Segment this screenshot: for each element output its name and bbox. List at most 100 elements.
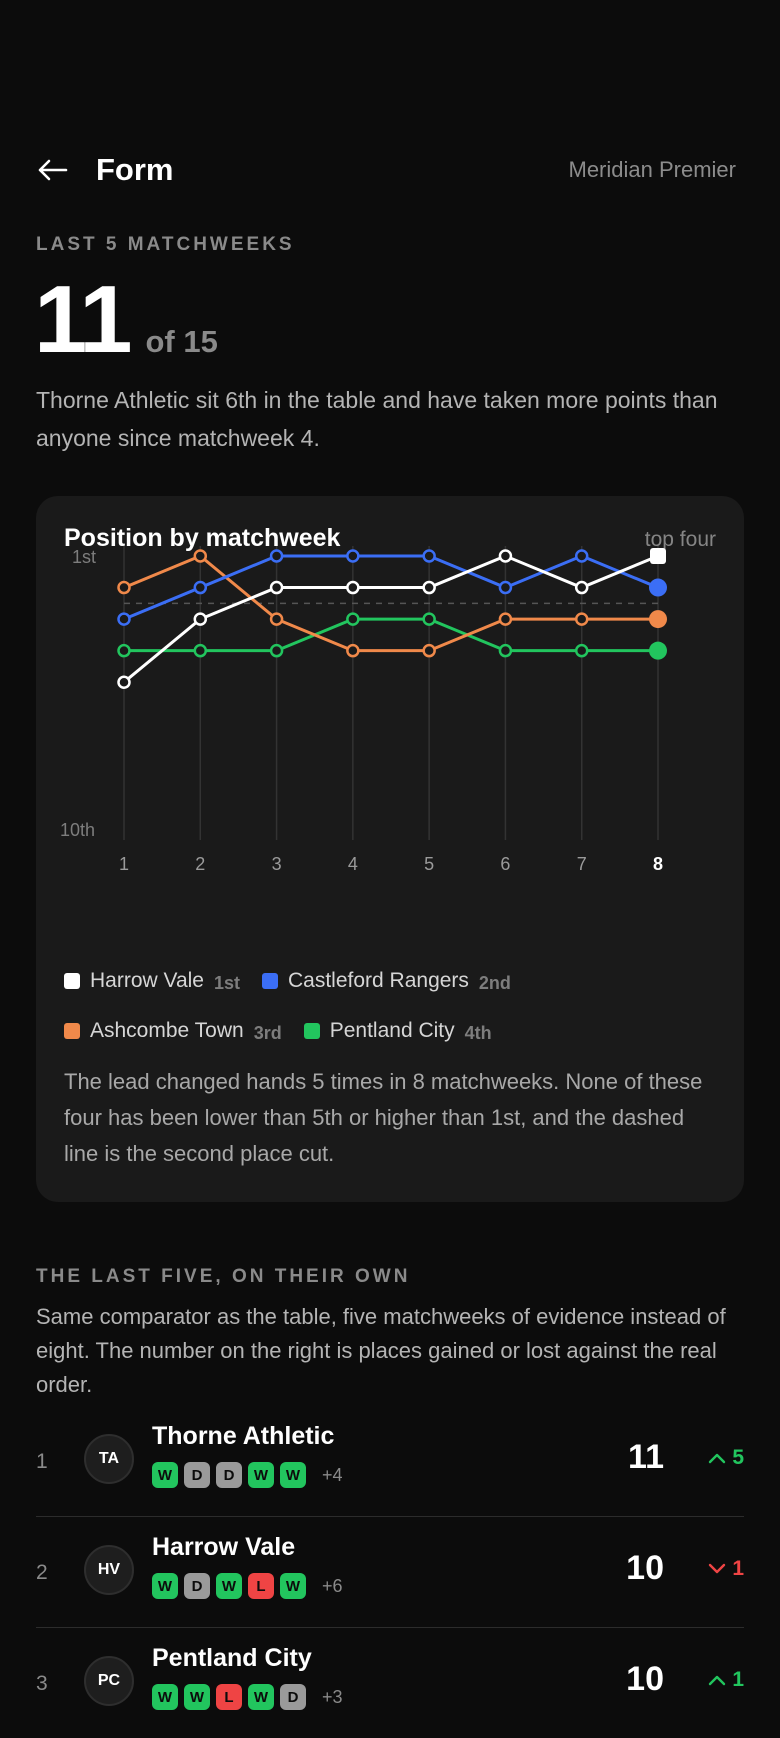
data-point xyxy=(193,643,208,658)
back-button[interactable] xyxy=(36,150,76,190)
series-end-marker xyxy=(650,548,666,564)
series-line xyxy=(123,554,659,684)
chart-note: The lead changed hands 5 times in 8 matc… xyxy=(64,1069,703,1166)
result-chip: W xyxy=(280,1573,306,1599)
legend-swatch xyxy=(64,1023,80,1039)
legend-team-name: Harrow Vale xyxy=(90,969,204,992)
section-eyebrow: THE LAST FIVE, ON THEIR OWN xyxy=(36,1266,411,1287)
data-point xyxy=(269,643,284,658)
legend-swatch xyxy=(303,1023,320,1039)
team-name: Harrow Vale xyxy=(152,1533,296,1561)
result-chip: W xyxy=(152,1462,178,1488)
data-point xyxy=(193,549,208,563)
row-position: 3 xyxy=(36,1672,48,1695)
table-row[interactable]: 2 HV Harrow Vale W D W L W +6 10 1 xyxy=(36,1517,744,1628)
legend-item[interactable]: Pentland City 4th xyxy=(303,1019,492,1044)
team-name: Thorne Athletic xyxy=(152,1422,335,1450)
legend-team-name: Castleford Rangers xyxy=(288,969,469,992)
places-change-value: 1 xyxy=(732,1668,744,1691)
position-chart-card: Position by matchweek top four 1st 10th 1 2… xyxy=(36,496,744,1202)
x-tick-label: 2 xyxy=(195,854,205,874)
data-point xyxy=(498,612,513,626)
hero-stat: 11 of 15 xyxy=(34,272,218,368)
data-point xyxy=(498,643,513,658)
y-tick-label: 10th xyxy=(60,820,95,840)
section-description: Same comparator as the table, five match… xyxy=(36,1304,726,1397)
team-badge: HV xyxy=(84,1545,134,1595)
position-chart: 1st 10th 1 2 3 4 5 6 7 8 xyxy=(60,546,667,874)
data-point xyxy=(574,549,589,563)
form-guide: W D D W W +4 xyxy=(152,1462,343,1488)
table-row[interactable]: 3 PC Pentland City W W L W D +3 10 1 xyxy=(36,1628,744,1738)
places-change: 1 xyxy=(708,1557,744,1581)
team-name: Pentland City xyxy=(152,1644,312,1672)
hero-eyebrow: LAST 5 MATCHWEEKS xyxy=(36,234,295,255)
chevron-down-icon xyxy=(709,1563,726,1574)
x-tick-label: 7 xyxy=(577,854,587,874)
data-point xyxy=(346,580,360,595)
data-point xyxy=(193,580,208,595)
data-point xyxy=(269,549,284,563)
points-value: 10 xyxy=(626,1660,664,1698)
form-guide: W D W L W +6 xyxy=(152,1573,343,1599)
data-point xyxy=(422,580,436,595)
data-point xyxy=(498,580,513,595)
legend-row: Harrow Vale 1st Castleford Rangers 2nd xyxy=(64,956,724,1006)
series-end-marker xyxy=(649,578,667,597)
result-chip: L xyxy=(248,1573,274,1599)
chart-title: Position by matchweek xyxy=(64,524,341,552)
legend-team-rank: 1st xyxy=(213,972,240,993)
hero-value: 11 xyxy=(34,266,132,373)
data-point xyxy=(117,580,131,595)
data-point xyxy=(574,612,589,626)
legend-team-rank: 4th xyxy=(464,1022,492,1043)
goal-difference: +6 xyxy=(322,1575,343,1596)
data-point xyxy=(269,612,284,626)
league-name: Meridian Premier xyxy=(568,157,737,182)
data-point xyxy=(574,643,589,658)
app-header: Form Meridian Premier xyxy=(36,148,736,192)
series-end-marker xyxy=(649,641,667,660)
data-point xyxy=(574,580,589,595)
result-chip: D xyxy=(216,1462,242,1488)
data-point xyxy=(346,612,360,626)
data-point xyxy=(422,643,436,658)
data-point xyxy=(422,612,436,626)
legend-row: Ashcombe Town 3rd Pentland City 4th xyxy=(64,1006,724,1056)
legend-team-rank: 2nd xyxy=(478,972,511,993)
chart-legend: Harrow Vale 1st Castleford Rangers 2nd Ashco… xyxy=(64,956,724,1056)
x-tick-label: 8 xyxy=(653,854,663,874)
arrow-left-icon xyxy=(38,159,68,181)
data-point xyxy=(422,549,436,563)
result-chip: W xyxy=(152,1573,178,1599)
data-point xyxy=(269,580,284,595)
result-chip: D xyxy=(184,1462,210,1488)
places-change-value: 1 xyxy=(732,1557,744,1580)
x-tick-label: 3 xyxy=(272,854,282,874)
page-title: Form xyxy=(96,152,174,187)
series-end-marker xyxy=(649,610,667,629)
data-point xyxy=(117,612,131,626)
chart-filter-tag[interactable]: top four xyxy=(644,528,716,551)
hero-description: Thorne Athletic sit 6th in the table and… xyxy=(36,387,718,451)
legend-swatch xyxy=(64,973,80,989)
series-line xyxy=(124,617,658,653)
row-position: 1 xyxy=(36,1450,48,1473)
data-point xyxy=(117,643,131,658)
x-tick-label: 5 xyxy=(424,854,434,874)
goal-difference: +4 xyxy=(322,1464,343,1485)
legend-team-rank: 3rd xyxy=(253,1022,282,1043)
data-point xyxy=(193,612,208,626)
form-table: 1 TA Thorne Athletic W D D W W +4 11 5 2 HV Harrow Va… xyxy=(36,1406,744,1738)
result-chip: W xyxy=(248,1462,274,1488)
legend-item[interactable]: Harrow Vale 1st xyxy=(64,969,240,994)
legend-team-name: Pentland City xyxy=(329,1019,455,1042)
data-point xyxy=(117,675,131,689)
table-row[interactable]: 1 TA Thorne Athletic W D D W W +4 11 5 xyxy=(36,1406,744,1517)
legend-swatch xyxy=(262,973,278,989)
legend-item[interactable]: Castleford Rangers 2nd xyxy=(262,969,511,994)
x-tick-label: 1 xyxy=(119,854,129,874)
y-tick-label: 1st xyxy=(72,547,96,567)
result-chip: D xyxy=(184,1573,210,1599)
legend-item[interactable]: Ashcombe Town 3rd xyxy=(64,1019,282,1044)
